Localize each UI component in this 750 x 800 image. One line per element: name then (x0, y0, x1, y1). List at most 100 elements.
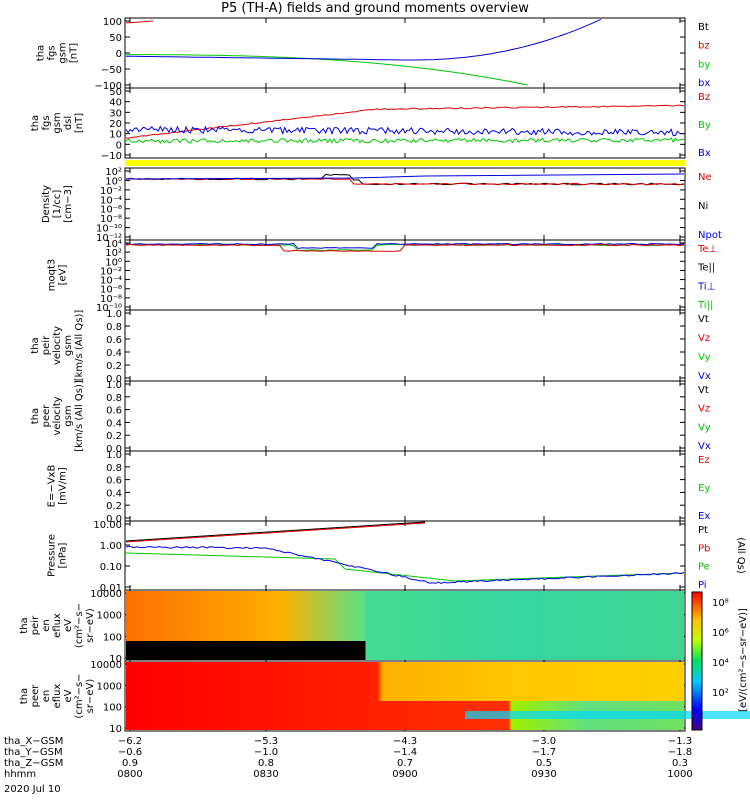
ytick-label: 0.8 (106, 393, 122, 404)
colorbar-tick: 10⁴ (712, 658, 729, 669)
ylabel-ele_spec: tha peer en eflux eV (cm²−s− sr−eV) (19, 673, 96, 718)
ytick-label: 0.2 (106, 361, 122, 372)
legend-temp-0: Te⊥ (697, 244, 717, 255)
ytick-label: 10000 (90, 589, 122, 600)
colorbar (692, 592, 702, 730)
legend-vel_i-0: Vt (698, 314, 709, 325)
legend-vel_i-3: Vx (698, 371, 711, 382)
ylabel-line: peer (41, 404, 52, 428)
xaxis-row-name: tha_Z−GSM (4, 758, 63, 769)
ylabel-line: en (41, 690, 52, 703)
ytick-label: 0 (116, 49, 122, 60)
ytick-label: 100 (103, 703, 122, 714)
legend-vel_i-2: Vy (698, 352, 711, 363)
legend-fgs_dsl-2: Bx (698, 148, 711, 159)
colorbar-tick: 10⁸ (712, 598, 729, 609)
quality-flag-bar (125, 160, 685, 166)
ytick-label: 0.10 (100, 562, 122, 573)
series-Npot (126, 174, 684, 179)
ylabel-efield: E=−VxB [mV/m] (47, 465, 69, 508)
ytick-label: 20 (109, 119, 122, 130)
panel-frame-efield (125, 451, 685, 521)
xaxis-row-value: 0.5 (536, 758, 552, 769)
ytick-label: 0.4 (106, 488, 122, 499)
legend-vel_e-3: Vx (698, 441, 711, 452)
ylabel-line: [nT] (69, 43, 80, 63)
ytick-label: 40 (109, 98, 122, 109)
ytick-label: 50 (109, 87, 122, 98)
series-Pi (126, 546, 684, 583)
ytick-label: 1.00 (100, 541, 122, 552)
ion-low-energy-dropout (126, 641, 366, 660)
ylabel-line: peir (30, 615, 41, 635)
ytick-label: 10.00 (93, 520, 122, 531)
ytick-label: 1.0 (106, 309, 122, 320)
ylabel-line: [1/cc] (52, 190, 63, 219)
legend-temp-2: Ti⊥ (697, 281, 715, 292)
ylabel-fgs_dsl: tha fgs gsm dsl [nT] (30, 112, 85, 133)
legend-pressure-3: Pi (698, 580, 707, 591)
ylabel-line: gsm (58, 42, 69, 63)
ytick-label: 0.8 (106, 322, 122, 333)
panel-frame-vel_i (125, 310, 685, 381)
ytick-label: 0.6 (106, 335, 122, 346)
series-By (126, 138, 684, 143)
ytick-label: 100 (103, 17, 122, 28)
legend-fgs_dsl-1: By (698, 120, 711, 131)
ylabel-line: velocity (52, 326, 63, 365)
ylabel-line: fgs (47, 45, 58, 60)
series-Pt (126, 522, 425, 541)
ytick-label: 1.0 (106, 450, 122, 461)
ylabel-vel_e: tha peer velocity gsm [km/s (All Qs)] (30, 380, 85, 452)
legend-density-2: Npot (698, 230, 722, 241)
ytick-label: 100 (103, 632, 122, 643)
ylabel-line: tha (19, 688, 30, 704)
ytick-label: 10 (109, 724, 122, 735)
legend-efield-2: Ex (698, 511, 710, 522)
legend-fgs_gsm-3: bx (698, 78, 710, 89)
ylabel-line: Pressure (47, 534, 58, 577)
date-label: 2020 Jul 10 (4, 784, 61, 795)
ylabel-line: tha (19, 617, 30, 633)
legend-efield-1: Ey (698, 483, 710, 494)
ytick-label: 0.4 (106, 418, 122, 429)
ytick-label: −10 (101, 151, 122, 162)
ylabel-line: velocity (52, 396, 63, 435)
legend-fgs_gsm-0: Bt (698, 22, 709, 33)
xaxis-row-value: 0.8 (258, 758, 274, 769)
legend-pressure-0: Pt (698, 525, 708, 536)
ytick-label: 0.6 (106, 476, 122, 487)
legend-vel_e-1: Vz (698, 404, 710, 415)
ylabel-line: en (41, 619, 52, 632)
ylabel-line: moqt3 (47, 259, 58, 292)
ylabel-ion_spec: tha peir en eflux eV (cm²−s− sr−eV) (19, 603, 96, 648)
ytick-label: 0.6 (106, 406, 122, 417)
ytick-label: 50 (109, 33, 122, 44)
panel-frame-fgs_dsl (125, 88, 685, 158)
xaxis-row-value: −1.3 (668, 736, 692, 747)
ytick-label: 10000 (90, 660, 122, 671)
ylabel-line: [cm−3] (63, 185, 74, 223)
xaxis-row-value: 0.3 (672, 758, 688, 769)
colorbar-label: [eV/(cm²−s−sr−eV)] (738, 608, 749, 712)
legend-fgs_gsm-1: bz (698, 41, 710, 52)
xaxis-row-value: −6.2 (118, 736, 142, 747)
xaxis-row-value: 1000 (667, 769, 692, 780)
xaxis-row-value: −3.0 (532, 736, 556, 747)
ylabel-line: tha (30, 337, 41, 353)
panel-frame-vel_e (125, 381, 685, 451)
chart-title: P5 (TH-A) fields and ground moments over… (221, 1, 529, 16)
ylabel-line: tha (30, 408, 41, 424)
ylabel-density: Density [1/cc] [cm−3] (41, 185, 74, 223)
ylabel-line: gsm (52, 112, 63, 133)
xaxis-row-value: −1.7 (532, 747, 556, 758)
xaxis-row-name: tha_X−GSM (4, 736, 63, 747)
legend-temp-3: Ti|| (697, 300, 713, 311)
xaxis-row-value: 0830 (253, 769, 278, 780)
colorbar-tick: 10⁶ (712, 628, 729, 639)
legend-pressure-2: Pe (698, 562, 710, 573)
ylabel-line: E=−VxB (47, 465, 58, 508)
xaxis-row-value: 0930 (531, 769, 556, 780)
ion-plasma-sheet (365, 591, 684, 660)
ylabel-line: fgs (41, 115, 52, 130)
